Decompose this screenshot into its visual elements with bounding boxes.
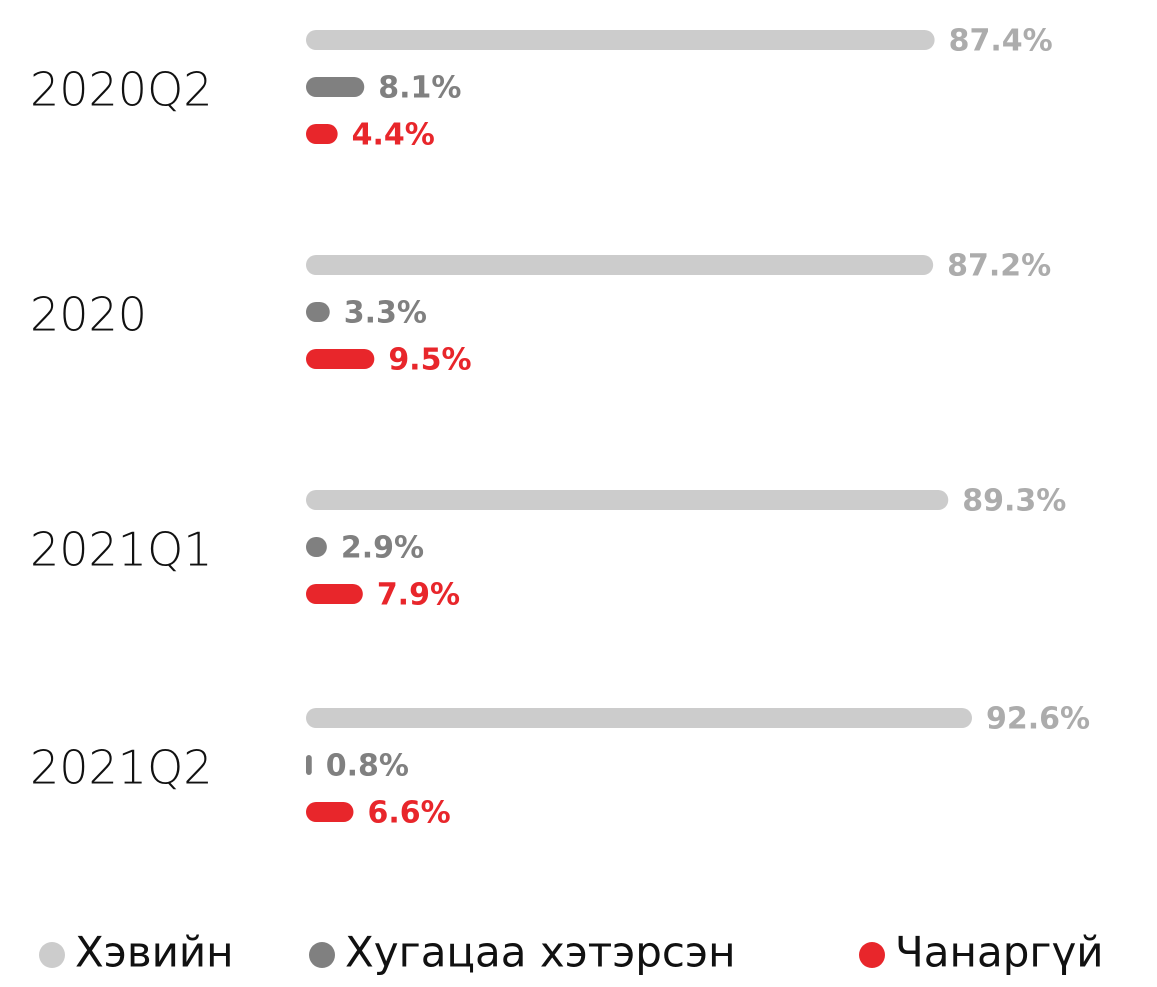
value-label: 4.4% [352,118,435,153]
bar [306,708,972,728]
legend-marker [859,942,885,968]
category-label: 2020 [30,288,147,342]
bar [306,584,363,604]
category-label: 2020Q2 [30,63,213,117]
legend-label: Чанаргүй [895,928,1104,977]
bar [306,255,934,275]
value-label: 2.9% [341,531,424,566]
legend-label: Хугацаа хэтэрсэн [345,928,736,977]
bar [306,537,327,557]
bar [306,802,354,822]
legend-marker [309,942,335,968]
value-label: 6.6% [367,796,450,831]
value-label: 87.4% [949,24,1053,59]
bar [306,30,935,50]
value-label: 89.3% [962,484,1066,519]
value-label: 9.5% [388,343,471,378]
value-label: 87.2% [947,249,1051,284]
category-label: 2021Q2 [30,741,213,795]
bar [306,77,365,97]
legend-label: Хэвийн [75,928,234,977]
bar [306,302,330,322]
bar [306,755,312,775]
bar [306,349,375,369]
category-label: 2021Q1 [30,523,213,577]
legend-marker [39,942,65,968]
bar [306,124,338,144]
value-label: 3.3% [344,296,427,331]
value-label: 7.9% [377,578,460,613]
value-label: 92.6% [986,702,1090,737]
value-label: 8.1% [378,71,461,106]
value-label: 0.8% [326,749,409,784]
bar [306,490,949,510]
